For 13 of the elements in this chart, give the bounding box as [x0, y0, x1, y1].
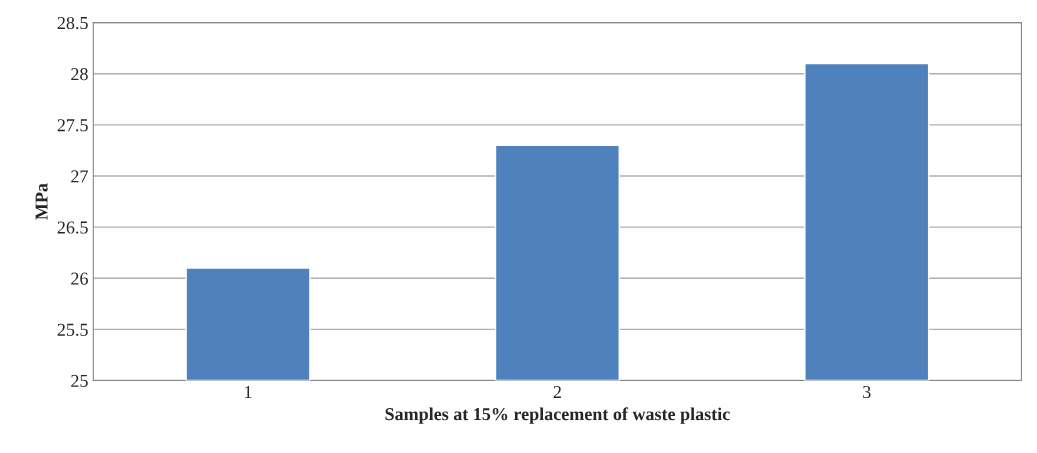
- y-tick-label: 27: [71, 170, 88, 183]
- y-tick-label: 28.5: [57, 16, 88, 30]
- y-tick-label: 26.5: [57, 221, 88, 234]
- y-axis-title: MPa: [35, 183, 48, 220]
- y-tick-label: 27.5: [57, 119, 88, 132]
- y-tick-label: 25: [71, 374, 88, 387]
- y-tick-label: 28: [71, 68, 88, 81]
- x-axis-title: Samples at 15% replacement of waste plastic: [385, 407, 730, 424]
- y-tick-label: 26: [71, 272, 88, 285]
- x-tick-label: 1: [245, 385, 252, 398]
- y-tick-label: 25.5: [57, 323, 88, 336]
- x-tick-label: 3: [863, 385, 871, 399]
- x-tick-label: 2: [553, 385, 561, 398]
